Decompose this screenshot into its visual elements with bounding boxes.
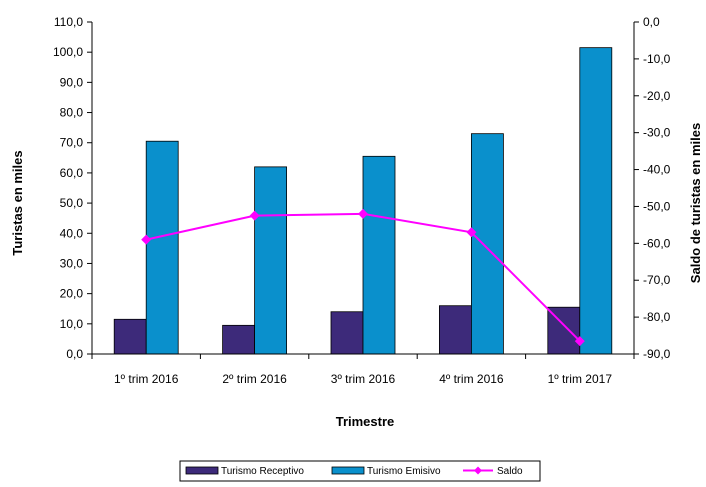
legend-label-emisivo: Turismo Emisivo (367, 466, 441, 477)
y-tick-label: 70,0 (60, 136, 84, 150)
y-tick-label: 30,0 (60, 256, 84, 270)
y-axis-title: Turistas en miles (10, 150, 25, 255)
bar-turismo-receptivo-1 (113, 318, 147, 355)
legend-label-saldo: Saldo (497, 466, 523, 477)
axes-layer: 0,0 10,0 20,0 30,0 40,0 50,0 60,0 70,0 80,0 90,0 1… (53, 15, 671, 386)
y-tick-label: 50,0 (60, 196, 84, 210)
bar-turismo-receptivo-3 (330, 311, 364, 355)
y2-axis-title: Saldo de turistas en miles (688, 123, 703, 283)
y-tick-label: 20,0 (60, 287, 84, 301)
x-axis-title: Trimestre (336, 414, 395, 429)
saldo-point-5 (574, 336, 585, 347)
y2-tick-label: 0,0 (643, 15, 660, 29)
y-tick-label: 110,0 (54, 15, 83, 29)
bar-turismo-emisivo-1 (145, 140, 179, 355)
saldo-line-layer (141, 208, 585, 347)
y2-tick-label: -30,0 (643, 126, 671, 140)
y2-tick-label: -50,0 (643, 199, 671, 213)
x-tick-label: 4º trim 2016 (439, 372, 504, 386)
y-tick-label: 100,0 (53, 45, 83, 59)
bar-turismo-emisivo-5 (579, 47, 613, 355)
y-tick-label: 80,0 (60, 106, 84, 120)
y2-tick-label: -80,0 (643, 310, 671, 324)
bar-turismo-emisivo-4 (470, 133, 504, 355)
legend-label-receptivo: Turismo Receptivo (221, 466, 304, 477)
saldo-point-4 (466, 227, 477, 238)
y-tick-label: 40,0 (60, 226, 84, 240)
bar-turismo-emisivo-3 (362, 155, 396, 355)
y2-tick-label: -90,0 (643, 347, 671, 361)
y-tick-label: 0,0 (66, 347, 83, 361)
x-tick-label: 3º trim 2016 (331, 372, 396, 386)
saldo-point-2 (249, 210, 260, 221)
x-tick-label: 1º trim 2017 (548, 372, 613, 386)
y2-tick-label: -70,0 (643, 273, 671, 287)
legend-swatch-emisivo (331, 466, 365, 475)
y-tick-label: 60,0 (60, 166, 84, 180)
saldo-point-1 (141, 234, 152, 245)
x-tick-label: 2º trim 2016 (222, 372, 287, 386)
bar-turismo-emisivo-2 (254, 166, 288, 355)
y2-tick-label: -10,0 (643, 52, 671, 66)
saldo-point-3 (358, 208, 368, 219)
y2-tick-label: -60,0 (643, 236, 671, 250)
y-tick-label: 90,0 (60, 75, 84, 89)
y-tick-label: 10,0 (60, 317, 84, 331)
bars-layer (113, 47, 613, 355)
x-tick-label: 1º trim 2016 (114, 372, 179, 386)
bar-turismo-receptivo-2 (222, 324, 256, 355)
legend: Turismo Receptivo Turismo Emisivo Saldo (179, 460, 541, 482)
legend-swatch-receptivo (185, 466, 219, 475)
y2-tick-label: -20,0 (643, 89, 671, 103)
y2-tick-label: -40,0 (643, 163, 671, 177)
legend-swatch-saldo-marker (474, 466, 482, 475)
bar-turismo-receptivo-4 (438, 305, 472, 355)
